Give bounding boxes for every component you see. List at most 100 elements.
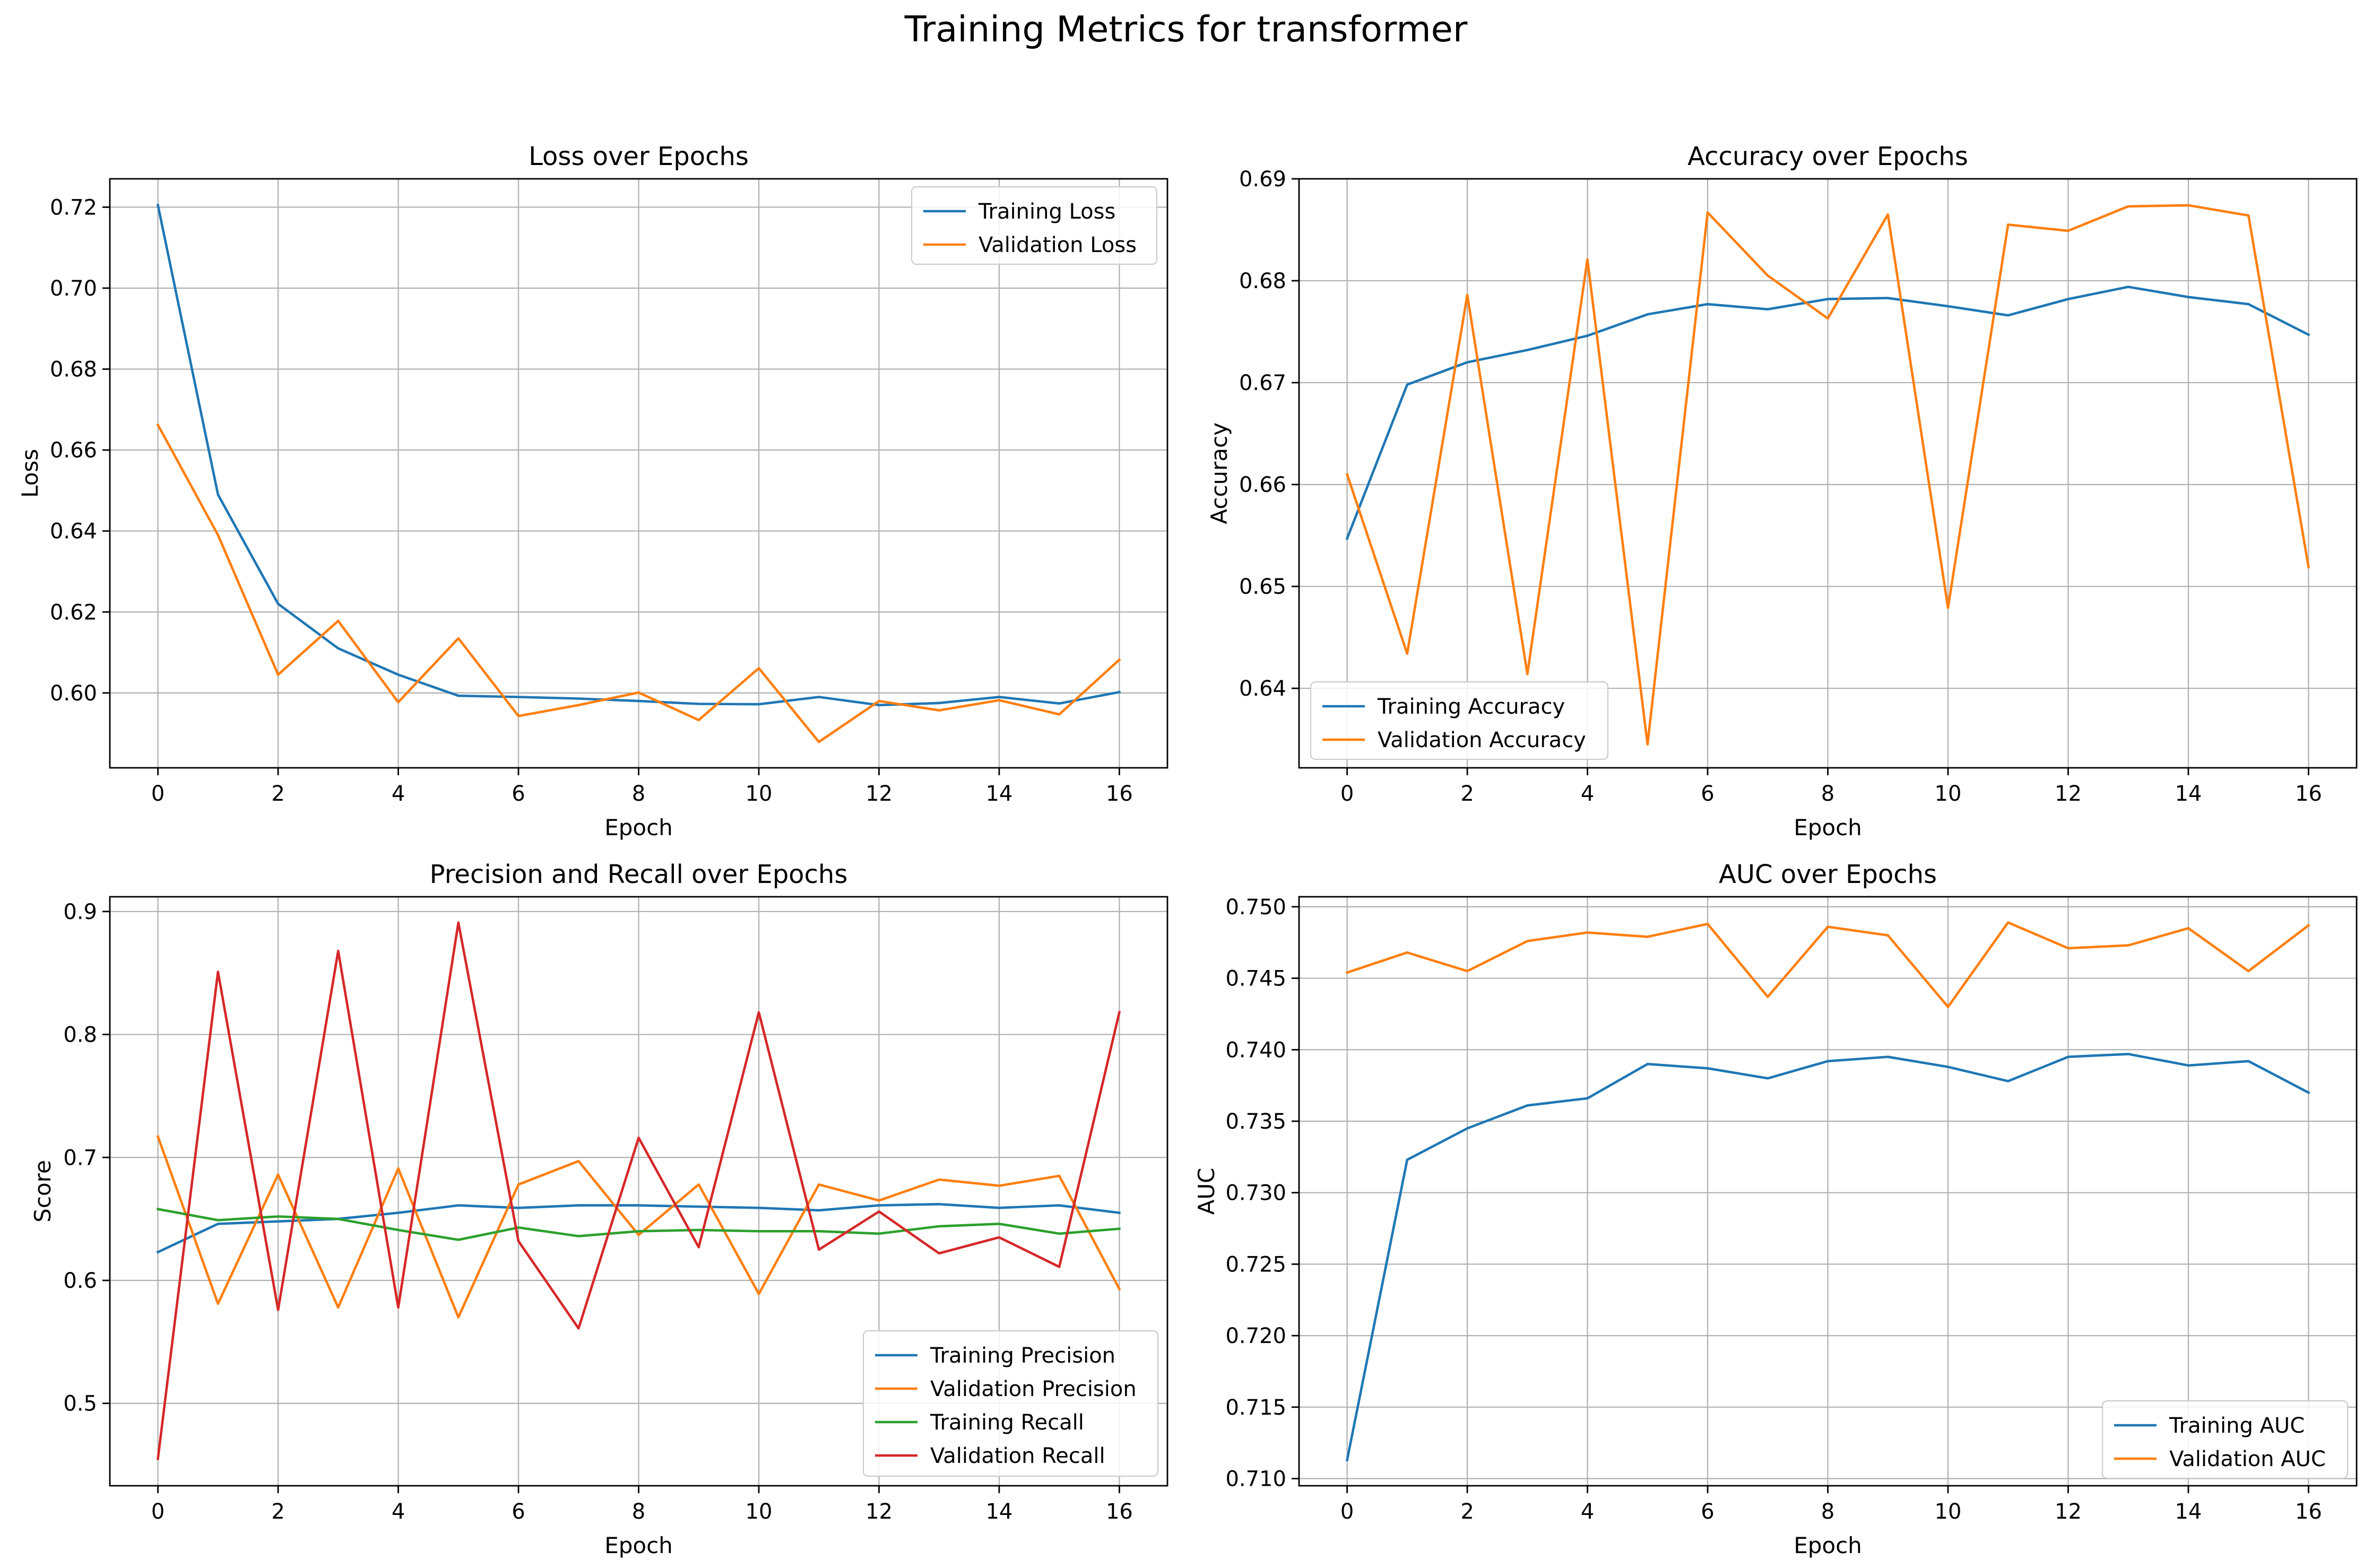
x-axis-label: Epoch (604, 1532, 673, 1558)
series-line-1 (156, 203, 1121, 707)
legend-frame (911, 186, 1158, 265)
y-tick-label: 0.64 (50, 519, 97, 544)
x-tick-label: 12 (2055, 1500, 2082, 1524)
legend: Training Loss Validation Loss (911, 186, 1158, 265)
x-tick-label: 12 (865, 1500, 893, 1524)
x-axis-label: Epoch (1794, 815, 1862, 841)
x-tick-label: 4 (392, 782, 405, 806)
x-tick-label: 4 (1581, 1500, 1594, 1524)
x-tick-label: 6 (512, 782, 525, 806)
y-tick-label: 0.5 (63, 1392, 97, 1416)
x-tick-label: 0 (1340, 1500, 1354, 1524)
x-tick-label: 2 (271, 1500, 284, 1524)
x-tick-label: 16 (2295, 782, 2322, 806)
x-tick-label: 16 (1106, 1500, 1133, 1524)
y-tick-label: 0.735 (1225, 1110, 1286, 1134)
chart-panel-3: 0 2 4 6 8 10 12 14 16 0.5 0.6 0.7 0.8 0.9 Precision an… (30, 860, 1168, 1558)
x-tick-label: 2 (1460, 782, 1474, 806)
series-line-3 (156, 1207, 1121, 1241)
y-tick-label: 0.65 (1239, 575, 1286, 599)
y-tick-label: 0.69 (1239, 167, 1286, 192)
legend-frame (862, 1330, 1159, 1477)
legend-frame (1310, 681, 1609, 760)
legend-entry: Training Loss (978, 200, 1115, 224)
y-tick-label: 0.62 (50, 600, 97, 625)
y-tick-label: 0.72 (50, 195, 97, 220)
chart-title: Precision and Recall over Epochs (430, 860, 848, 889)
series-line-1 (156, 1203, 1121, 1254)
x-tick-label: 10 (1935, 1500, 1962, 1524)
x-tick-label: 10 (746, 782, 773, 806)
chart-title: AUC over Epochs (1719, 860, 1937, 889)
y-tick-label: 0.715 (1225, 1396, 1286, 1420)
y-tick-label: 0.68 (1239, 269, 1286, 293)
x-tick-label: 6 (512, 1500, 525, 1524)
y-tick-label: 0.7 (63, 1146, 97, 1170)
legend-entry: Training Precision (930, 1344, 1115, 1368)
y-tick-label: 0.750 (1225, 895, 1286, 920)
x-tick-label: 8 (632, 1500, 645, 1524)
chart-panel-1: 0 2 4 6 8 10 12 14 16 0.60 0.62 0.64 0.66 0.68 0.70 0.7… (17, 142, 1168, 841)
y-tick-label: 0.67 (1239, 371, 1286, 395)
x-tick-label: 0 (1340, 782, 1354, 806)
x-tick-label: 0 (151, 782, 165, 806)
x-tick-label: 4 (392, 1500, 405, 1524)
x-tick-label: 6 (1701, 782, 1714, 806)
y-tick-label: 0.64 (1239, 677, 1286, 701)
y-tick-label: 0.9 (63, 900, 97, 924)
legend-entry: Validation Recall (930, 1444, 1105, 1468)
x-tick-label: 14 (2175, 1500, 2202, 1524)
legend: Training AUC Validation AUC (2101, 1400, 2349, 1479)
chart-panel-4: 0 2 4 6 8 10 12 14 16 0.710 0.715 0.720 0.725 0.730 0.… (1193, 860, 2358, 1558)
x-tick-label: 8 (1821, 1500, 1834, 1524)
series-line-4 (157, 921, 1121, 1460)
figure-title: Training Metrics for transformer (904, 8, 1468, 50)
y-axis-label: Accuracy (1206, 422, 1232, 524)
x-tick-label: 16 (2295, 1500, 2322, 1524)
x-tick-label: 2 (271, 782, 284, 806)
y-tick-label: 0.710 (1225, 1467, 1286, 1492)
legend-entry: Training Accuracy (1377, 695, 1565, 719)
x-tick-label: 10 (746, 1500, 773, 1524)
y-tick-label: 0.8 (63, 1023, 97, 1047)
series-line-2 (156, 1134, 1121, 1319)
y-tick-label: 0.66 (50, 438, 97, 463)
x-tick-label: 14 (985, 782, 1012, 806)
legend-entry: Validation Precision (930, 1377, 1137, 1401)
x-tick-label: 16 (1106, 782, 1133, 806)
x-axis-label: Epoch (1794, 1532, 1862, 1558)
y-tick-label: 0.725 (1225, 1252, 1286, 1277)
y-tick-label: 0.720 (1225, 1324, 1286, 1348)
series-line-1 (1345, 285, 2310, 540)
series-line-1 (1345, 1053, 2310, 1462)
x-tick-label: 14 (2175, 782, 2202, 806)
chart-panel-2: 0 2 4 6 8 10 12 14 16 0.64 0.65 0.66 0.67 0.68 0.69 Acc… (1206, 142, 2358, 841)
x-tick-label: 8 (632, 782, 645, 806)
series-line-2 (1345, 204, 2310, 746)
series-line-2 (1345, 921, 2310, 1008)
x-tick-label: 10 (1935, 782, 1962, 806)
y-axis-label: AUC (1193, 1168, 1219, 1215)
x-tick-label: 8 (1821, 782, 1834, 806)
y-tick-label: 0.68 (50, 358, 97, 382)
x-tick-label: 14 (985, 1500, 1012, 1524)
y-tick-label: 0.740 (1225, 1038, 1286, 1062)
y-tick-label: 0.730 (1225, 1181, 1286, 1206)
legend-frame (2101, 1400, 2349, 1479)
x-tick-label: 0 (151, 1500, 165, 1524)
x-tick-label: 2 (1460, 1500, 1474, 1524)
legend: Training Precision Validation Precision Tr… (862, 1330, 1159, 1477)
x-tick-label: 12 (865, 782, 893, 806)
legend-entry: Validation AUC (2169, 1447, 2326, 1471)
x-tick-label: 4 (1581, 782, 1594, 806)
x-tick-label: 6 (1701, 1500, 1714, 1524)
y-axis-label: Loss (17, 449, 43, 498)
y-tick-label: 0.66 (1239, 473, 1286, 497)
y-tick-label: 0.70 (50, 276, 97, 301)
legend: Training Accuracy Validation Accuracy (1310, 681, 1609, 760)
legend-entry: Validation Accuracy (1378, 728, 1586, 752)
series-line-2 (156, 423, 1121, 743)
chart-title: Loss over Epochs (529, 142, 749, 171)
